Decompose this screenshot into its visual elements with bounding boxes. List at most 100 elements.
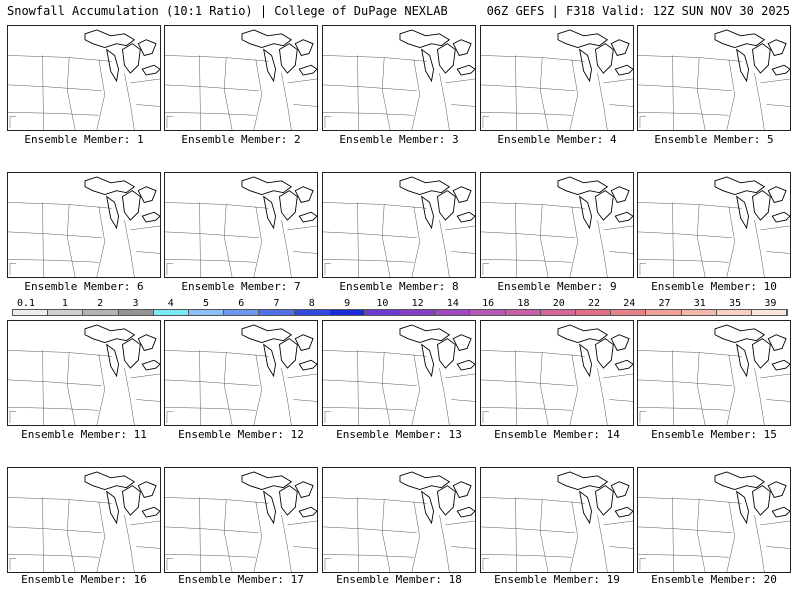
ensemble-member-label: Ensemble Member: 19 (494, 573, 620, 586)
snowfall-map-image (481, 173, 633, 277)
run-valid-time: 06Z GEFS | F318 Valid: 12Z SUN NOV 30 20… (486, 4, 790, 18)
legend-color-swatch (540, 310, 576, 315)
ensemble-member-label: Ensemble Member: 14 (494, 428, 620, 441)
legend-color-swatch (611, 310, 647, 315)
legend-color-swatch (576, 310, 612, 315)
legend-tick-label: 4 (167, 298, 174, 309)
legend-tick-label: 24 (623, 298, 636, 309)
ensemble-member-map (480, 172, 634, 278)
legend-color-swatch (188, 310, 225, 315)
snowfall-map-image (638, 468, 790, 572)
ensemble-member-label: Ensemble Member: 12 (178, 428, 304, 441)
legend-color-swatch (224, 310, 260, 315)
ensemble-member-label: Ensemble Member: 4 (497, 133, 617, 146)
ensemble-member-map (480, 320, 634, 426)
ensemble-member-map (7, 467, 161, 573)
ensemble-member-label: Ensemble Member: 17 (178, 573, 304, 586)
ensemble-member-map (164, 25, 318, 131)
legend-color-swatch (259, 310, 295, 315)
legend-tick-label: 7 (273, 298, 280, 309)
legend-tick-label: 12 (411, 298, 424, 309)
legend-tick-label: 39 (764, 298, 777, 309)
ensemble-member-map (322, 320, 476, 426)
ensemble-member-label: Ensemble Member: 8 (339, 280, 459, 293)
legend-tick-label: 22 (587, 298, 601, 309)
legend-tick-label: 3 (132, 298, 139, 309)
legend-tick-label: 35 (729, 298, 742, 309)
snowfall-map-image (165, 321, 317, 425)
ensemble-member-label: Ensemble Member: 2 (181, 133, 301, 146)
snowfall-map-image (323, 321, 475, 425)
ensemble-member-label: Ensemble Member: 15 (651, 428, 777, 441)
ensemble-member-map (480, 25, 634, 131)
legend-color-swatch (153, 310, 189, 315)
legend-tick-label: 31 (693, 298, 706, 309)
legend-color-swatch (83, 310, 119, 315)
legend-color-swatch (435, 310, 471, 315)
legend-tick-label: 9 (344, 298, 351, 309)
ensemble-member-map (7, 172, 161, 278)
legend-color-swatch (329, 310, 365, 315)
snowfall-map-image (638, 321, 790, 425)
legend-color-swatch (400, 310, 436, 315)
legend-tick-label: 10 (376, 298, 389, 309)
ensemble-member-map (164, 320, 318, 426)
legend-color-bar (12, 309, 788, 316)
legend-color-swatch (505, 310, 541, 315)
snowfall-map-image (481, 26, 633, 130)
legend-color-swatch (48, 310, 84, 315)
snowfall-map-image (323, 468, 475, 572)
snowfall-map-image (165, 173, 317, 277)
snowfall-map-image (638, 26, 790, 130)
ensemble-member-label: Ensemble Member: 9 (497, 280, 617, 293)
ensemble-member-map (7, 320, 161, 426)
ensemble-member-label: Ensemble Member: 3 (339, 133, 459, 146)
ensemble-member-map (637, 320, 791, 426)
ensemble-member-label: Ensemble Member: 20 (651, 573, 777, 586)
legend-color-swatch (681, 310, 717, 315)
legend-color-swatch (470, 310, 506, 315)
ensemble-member-label: Ensemble Member: 1 (24, 133, 144, 146)
snowfall-map-image (481, 468, 633, 572)
ensemble-member-label: Ensemble Member: 7 (181, 280, 301, 293)
legend-tick-label: 1 (61, 298, 68, 309)
legend-color-swatch (118, 310, 154, 315)
ensemble-member-map (637, 25, 791, 131)
ensemble-member-label: Ensemble Member: 13 (336, 428, 462, 441)
legend-tick-label: 8 (308, 298, 315, 309)
legend-tick-label: 27 (658, 298, 671, 309)
snowfall-map-image (8, 26, 160, 130)
snowfall-map-image (323, 173, 475, 277)
legend-tick-label: 18 (517, 298, 530, 309)
ensemble-member-label: Ensemble Member: 10 (651, 280, 777, 293)
snowfall-map-image (165, 468, 317, 572)
legend-color-swatch (13, 310, 49, 315)
ensemble-member-map (322, 467, 476, 573)
legend-tick-label: 14 (446, 298, 459, 309)
ensemble-member-map (480, 467, 634, 573)
ensemble-member-map (322, 25, 476, 131)
legend-tick-label: 20 (552, 298, 565, 309)
legend-color-swatch (751, 310, 788, 315)
snowfall-map-image (638, 173, 790, 277)
chart-title: Snowfall Accumulation (10:1 Ratio) | Col… (7, 4, 448, 18)
legend-tick-label: 2 (97, 298, 104, 309)
ensemble-member-label: Ensemble Member: 16 (21, 573, 147, 586)
ensemble-member-label: Ensemble Member: 18 (336, 573, 462, 586)
ensemble-member-label: Ensemble Member: 5 (654, 133, 774, 146)
ensemble-member-map (637, 172, 791, 278)
legend-tick-label: 0.1 (16, 298, 36, 309)
legend-color-swatch (294, 310, 330, 315)
legend-color-swatch (364, 310, 401, 315)
legend-color-swatch (646, 310, 682, 315)
ensemble-member-map (322, 172, 476, 278)
legend-tick-label: 5 (202, 298, 210, 309)
legend-tick-labels: 0.1 1 2 3 4 5 6 7 8 9 10 12 14 16 18 20 22 24 27 31 35 39 (12, 298, 788, 309)
snowfall-map-image (8, 173, 160, 277)
legend-tick-label: 6 (238, 298, 245, 309)
ensemble-member-map (164, 467, 318, 573)
snowfall-map-image (481, 321, 633, 425)
ensemble-member-label: Ensemble Member: 6 (24, 280, 144, 293)
ensemble-member-map (637, 467, 791, 573)
